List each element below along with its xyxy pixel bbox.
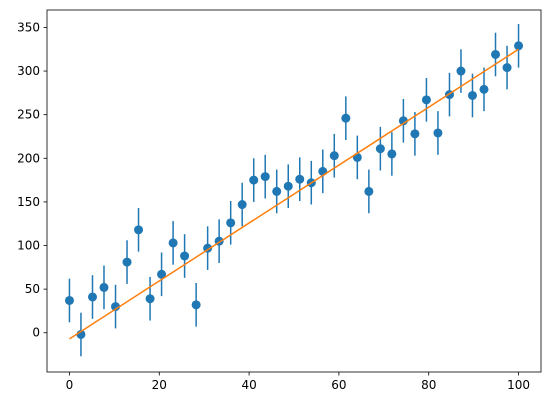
y-tick-label: 50 [25,282,40,296]
data-point [318,166,328,176]
data-point [260,172,270,182]
y-tick-label: 100 [17,239,40,253]
data-point [410,129,420,139]
x-tick-label: 20 [152,378,167,392]
data-point [479,84,489,94]
data-point [145,294,155,304]
data-point [467,90,477,100]
y-tick-label: 0 [32,326,40,340]
data-point [375,144,385,154]
chart-axes: 0 20 40 60 80 100 0 50 100 150 200 250 300 350 [17,9,542,392]
x-tick-label: 40 [241,378,256,392]
data-point [283,181,293,191]
data-point [514,41,524,51]
data-point [237,200,247,210]
data-point [398,116,408,126]
fit-line [69,48,519,340]
data-point [295,174,305,184]
data-point [502,63,512,73]
data-point [249,175,259,185]
data-point [272,186,282,196]
data-point [157,269,167,279]
x-tick-label: 0 [66,378,74,392]
data-point [168,238,178,248]
data-point [134,225,144,235]
data-point [387,149,397,159]
data-point [456,66,466,76]
data-point [491,49,501,59]
data-point [180,251,190,261]
y-tick-label: 200 [17,151,40,165]
data-point [421,95,431,105]
chart-marks [64,23,524,357]
x-tick-label: 60 [331,378,346,392]
data-point [226,218,236,228]
x-tick-label: 100 [507,378,530,392]
data-point [329,151,339,161]
data-point [433,128,443,138]
y-tick-label: 300 [17,64,40,78]
y-tick-label: 350 [17,20,40,34]
y-tick-label: 150 [17,195,40,209]
data-point [111,302,121,312]
data-point [352,152,362,162]
x-tick-label: 80 [421,378,436,392]
data-point [87,292,97,302]
axis-frame [46,9,542,373]
data-point [341,113,351,123]
y-tick-label: 250 [17,108,40,122]
data-point [364,186,374,196]
data-point [122,257,132,267]
data-point [191,300,201,310]
data-point [99,282,109,292]
data-point [64,295,74,305]
plot-background [47,10,541,372]
